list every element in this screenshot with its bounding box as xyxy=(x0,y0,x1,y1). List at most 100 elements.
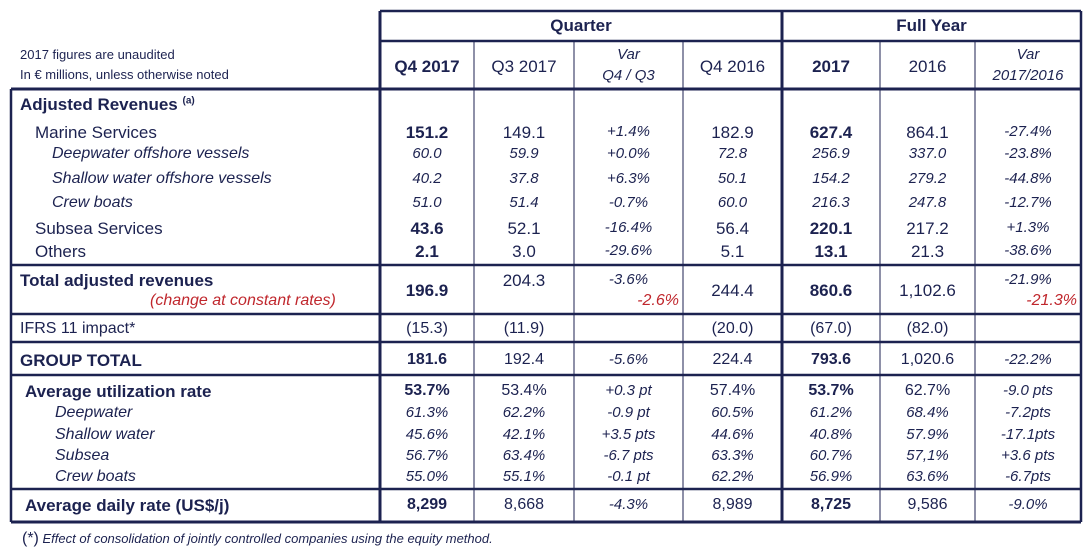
col-q4-2016: Q4 2016 xyxy=(699,57,766,76)
row-label-subsea-services: Subsea Services xyxy=(35,219,163,238)
table-cell: 204.3 xyxy=(502,271,546,290)
table-cell: 63.4% xyxy=(502,447,546,464)
table-cell: 216.3 xyxy=(812,194,850,211)
table-cell: 55.0% xyxy=(405,468,449,485)
table-cell: 13.1 xyxy=(814,242,848,261)
table-cell: 57,1% xyxy=(906,447,949,464)
row-label-util-subsea: Subsea xyxy=(55,447,110,464)
row-label-others: Others xyxy=(35,242,87,261)
table-cell: 43.6 xyxy=(410,219,444,238)
table-cell: 72.8 xyxy=(717,145,748,162)
col-q4-2017: Q4 2017 xyxy=(394,57,460,76)
table-cell: 217.2 xyxy=(906,219,949,238)
row-label-deepwater-vessels: Deepwater offshore vessels xyxy=(52,145,250,162)
table-cell: (67.0) xyxy=(810,320,852,337)
unaudited-note: 2017 figures are unaudited xyxy=(20,47,175,62)
table-cell: (20.0) xyxy=(711,320,754,337)
table-cell: 55.1% xyxy=(502,468,546,485)
table-cell: 154.2 xyxy=(812,170,850,187)
table-cell: 181.6 xyxy=(406,351,448,368)
table-cell: -29.6% xyxy=(604,242,653,259)
table-cell: 182.9 xyxy=(711,123,754,142)
row-label-util-crew-boats: Crew boats xyxy=(55,468,136,485)
row-label-avg-daily-rate: Average daily rate (US$/j) xyxy=(25,496,230,515)
table-cell: -0.1 pt xyxy=(607,468,650,485)
row-label-crew-boats: Crew boats xyxy=(52,194,133,211)
table-cell: 52.1 xyxy=(507,219,541,238)
table-cell: 627.4 xyxy=(809,123,853,142)
table-cell: +1.3% xyxy=(1006,219,1050,236)
col-2017: 2017 xyxy=(812,57,850,76)
table-cell: -9.0% xyxy=(1008,496,1048,513)
table-cell: 50.1 xyxy=(717,170,748,187)
row-label-adjusted-revenues: Adjusted Revenues (a) xyxy=(20,96,195,113)
table-cell: 56.9% xyxy=(809,468,853,485)
row-label-shallow-vessels: Shallow water offshore vessels xyxy=(52,170,272,187)
table-cell: 62.2% xyxy=(711,468,754,485)
table-cell: 60.5% xyxy=(711,404,754,421)
table-cell: 60.0 xyxy=(412,145,442,162)
table-cell: 56.7% xyxy=(405,447,449,464)
row-label-ifrs11: IFRS 11 impact* xyxy=(20,320,136,337)
table-cell: -16.4% xyxy=(604,219,653,236)
table-cell: 192.4 xyxy=(503,351,545,368)
table-cell: -4.3% xyxy=(608,496,649,513)
table-cell: -0.7% xyxy=(608,194,649,211)
table-cell: -7.2pts xyxy=(1005,404,1051,421)
table-cell: 5.1 xyxy=(720,242,745,261)
table-cell: -3.6% xyxy=(608,271,649,288)
row-label-marine-services: Marine Services xyxy=(35,123,157,142)
table-cell: 793.6 xyxy=(810,351,852,368)
table-cell: +1.4% xyxy=(607,123,650,140)
table-cell: 60.7% xyxy=(809,447,853,464)
table-cell: +6.3% xyxy=(607,170,650,187)
footnote-mark: (*) xyxy=(22,530,39,547)
table-cell: 337.0 xyxy=(908,145,947,162)
table-cell: 860.6 xyxy=(809,281,853,300)
table-cell: +0.3 pt xyxy=(605,382,652,399)
table-cell: 8,299 xyxy=(406,496,448,513)
table-cell: +3.5 pts xyxy=(601,426,656,443)
footnote: (*) Effect of consolidation of jointly c… xyxy=(22,531,493,547)
table-cell: 247.8 xyxy=(908,194,947,211)
table-cell: -6.7 pts xyxy=(603,447,654,464)
table-cell: -17.1pts xyxy=(1000,426,1056,443)
table-cell: 224.4 xyxy=(712,351,753,368)
table-cell: 63.3% xyxy=(711,447,754,464)
footnote-ref: (a) xyxy=(182,95,195,107)
table-cell: 45.6% xyxy=(405,426,449,443)
col-var-fy: Var xyxy=(1016,46,1040,63)
table-cell-constant-rate: -21.3% xyxy=(1026,292,1077,309)
table-cell: 8,725 xyxy=(810,496,852,513)
row-label-avg-utilization: Average utilization rate xyxy=(25,382,212,401)
table-cell: 40.8% xyxy=(809,426,853,443)
table-cell: -44.8% xyxy=(1004,170,1052,187)
footnote-text: Effect of consolidation of jointly contr… xyxy=(42,531,493,546)
table-cell: 53.7% xyxy=(404,382,450,399)
quarter-group-header: Quarter xyxy=(550,16,612,35)
table-cell: 57.9% xyxy=(906,426,949,443)
table-cell: 53.4% xyxy=(501,382,547,399)
table-cell: (15.3) xyxy=(406,320,448,337)
table-cell: 149.1 xyxy=(502,123,546,142)
table-cell: 1,102.6 xyxy=(899,281,956,300)
table-cell: 56.4 xyxy=(715,219,750,238)
table-cell: 244.4 xyxy=(711,281,754,300)
table-cell: 51.4 xyxy=(509,194,539,211)
row-label-constant-rates: (change at constant rates) xyxy=(150,292,336,309)
table-cell: 63.6% xyxy=(906,468,949,485)
table-cell: 279.2 xyxy=(908,170,947,187)
table-cell: 68.4% xyxy=(906,404,949,421)
col-q3-2017: Q3 2017 xyxy=(491,57,557,76)
table-cell: 256.9 xyxy=(812,145,850,162)
table-cell: 61.3% xyxy=(405,404,449,421)
table-cell: 37.8 xyxy=(509,170,539,187)
table-cell: 21.3 xyxy=(910,242,945,261)
row-label-text: Adjusted Revenues xyxy=(20,95,178,114)
table-cell: 151.2 xyxy=(405,123,449,142)
table-cell: -23.8% xyxy=(1004,145,1052,162)
table-cell: -21.9% xyxy=(1004,271,1052,288)
col-var-fy-sub: 2017/2016 xyxy=(992,67,1064,84)
table-cell: 40.2 xyxy=(412,170,442,187)
